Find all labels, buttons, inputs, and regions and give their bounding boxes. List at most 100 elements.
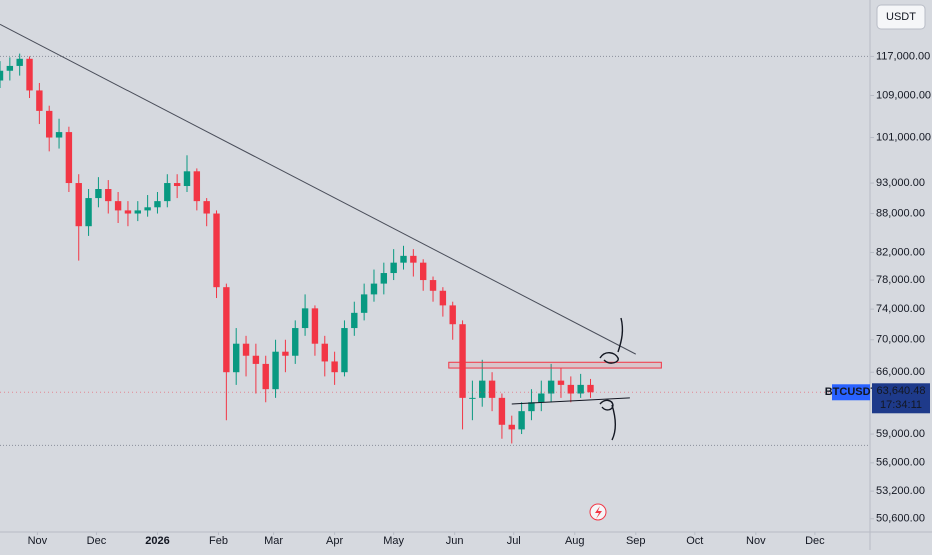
candle-body bbox=[459, 324, 466, 398]
candle-body bbox=[488, 380, 496, 398]
candle-body bbox=[144, 207, 151, 211]
y-tick-label: 101,000.00 bbox=[876, 131, 931, 143]
y-tick-label: 109,000.00 bbox=[876, 89, 931, 101]
y-tick-label: 66,000.00 bbox=[876, 366, 925, 378]
x-tick-label: Jun bbox=[446, 535, 464, 547]
candle-body bbox=[567, 384, 575, 394]
candle-body bbox=[311, 308, 319, 344]
candle-body bbox=[95, 189, 102, 199]
candle-body bbox=[65, 132, 73, 184]
candle-body bbox=[292, 328, 299, 356]
x-tick-label: Dec bbox=[805, 535, 825, 547]
candle-body bbox=[233, 343, 240, 373]
x-tick-label: 2026 bbox=[145, 535, 169, 547]
trendline bbox=[0, 23, 636, 355]
candle-body bbox=[262, 363, 269, 390]
candle-body bbox=[587, 384, 594, 393]
y-tick-label: 70,000.00 bbox=[876, 334, 925, 346]
candle-body bbox=[577, 384, 584, 394]
price-tag bbox=[872, 383, 930, 414]
x-tick-label: Nov bbox=[746, 535, 766, 547]
candle-body bbox=[400, 255, 407, 263]
candle-body bbox=[252, 355, 260, 364]
candle-body bbox=[419, 262, 427, 281]
candle-body bbox=[85, 198, 92, 227]
candle-body bbox=[36, 90, 43, 111]
y-tick-label: 88,000.00 bbox=[876, 207, 925, 219]
candle-body bbox=[508, 424, 515, 430]
candle-body bbox=[341, 328, 348, 373]
candle-body bbox=[301, 308, 309, 329]
x-tick-label: Aug bbox=[565, 535, 585, 547]
candle-body bbox=[154, 201, 161, 208]
x-tick-label: Nov bbox=[28, 535, 48, 547]
candle-body bbox=[557, 380, 565, 385]
candle-body bbox=[75, 183, 82, 227]
candle-body bbox=[203, 201, 210, 214]
candle-body bbox=[242, 343, 250, 356]
x-tick-label: Oct bbox=[686, 535, 703, 547]
candle-body bbox=[538, 393, 545, 403]
candle-body bbox=[105, 189, 112, 202]
candle-body bbox=[46, 110, 53, 138]
candle-body bbox=[469, 397, 476, 399]
event-icon-bolt bbox=[595, 506, 602, 519]
price-label: 63,640.48 bbox=[877, 385, 926, 397]
y-tick-label: 59,000.00 bbox=[876, 428, 925, 440]
candle-body bbox=[547, 380, 555, 394]
candle-body bbox=[479, 380, 486, 398]
candle-body bbox=[134, 210, 141, 214]
candle-body bbox=[55, 132, 63, 138]
x-tick-label: Apr bbox=[326, 535, 343, 547]
symbol-label: BTCUSDT bbox=[825, 386, 878, 398]
candle-body bbox=[16, 58, 23, 66]
y-tick-label: 56,000.00 bbox=[876, 457, 925, 469]
candle-body bbox=[528, 402, 535, 412]
candle-body bbox=[164, 183, 171, 202]
candle-body bbox=[213, 213, 220, 288]
x-tick-label: May bbox=[383, 535, 404, 547]
x-tick-label: Jul bbox=[507, 535, 521, 547]
candle-body bbox=[380, 273, 388, 284]
candle-body bbox=[439, 290, 447, 306]
candle-body bbox=[390, 262, 397, 274]
candle-body bbox=[331, 361, 338, 373]
resistance-zone bbox=[448, 361, 662, 369]
candle-body bbox=[360, 294, 368, 313]
candle-body bbox=[223, 287, 230, 373]
support-line bbox=[511, 397, 630, 405]
y-tick-label: 82,000.00 bbox=[876, 246, 925, 258]
candle-body bbox=[183, 171, 191, 187]
x-tick-label: Mar bbox=[264, 535, 283, 547]
symbol-tag bbox=[832, 384, 870, 401]
y-tick-label: 50,600.00 bbox=[876, 513, 925, 525]
countdown-label: 17:34:11 bbox=[880, 399, 922, 411]
y-tick-label: 93,000.00 bbox=[876, 177, 925, 189]
currency-button[interactable] bbox=[876, 4, 926, 30]
candle-body bbox=[518, 411, 525, 430]
hand-drawn-arrow bbox=[599, 317, 624, 364]
candle-body bbox=[410, 255, 417, 263]
candle-body bbox=[498, 397, 506, 425]
candle-body bbox=[124, 210, 132, 214]
y-tick-label: 53,200.00 bbox=[876, 485, 925, 497]
candle-body bbox=[282, 351, 289, 356]
candle-body bbox=[193, 171, 201, 202]
x-tick-label: Sep bbox=[626, 535, 646, 547]
candle-body bbox=[272, 351, 279, 390]
currency-label: USDT bbox=[886, 11, 916, 23]
candle-body bbox=[429, 280, 437, 291]
candle-body bbox=[449, 305, 456, 325]
y-tick-label: 117,000.00 bbox=[876, 50, 930, 62]
candle-body bbox=[321, 343, 328, 362]
y-tick-label: 74,000.00 bbox=[876, 303, 925, 315]
x-tick-label: Feb bbox=[209, 535, 228, 547]
candle-body bbox=[370, 283, 378, 295]
hand-drawn-arrow bbox=[599, 399, 617, 441]
candle-body bbox=[351, 312, 358, 329]
candle-body bbox=[173, 183, 181, 187]
candle-body bbox=[26, 58, 33, 91]
